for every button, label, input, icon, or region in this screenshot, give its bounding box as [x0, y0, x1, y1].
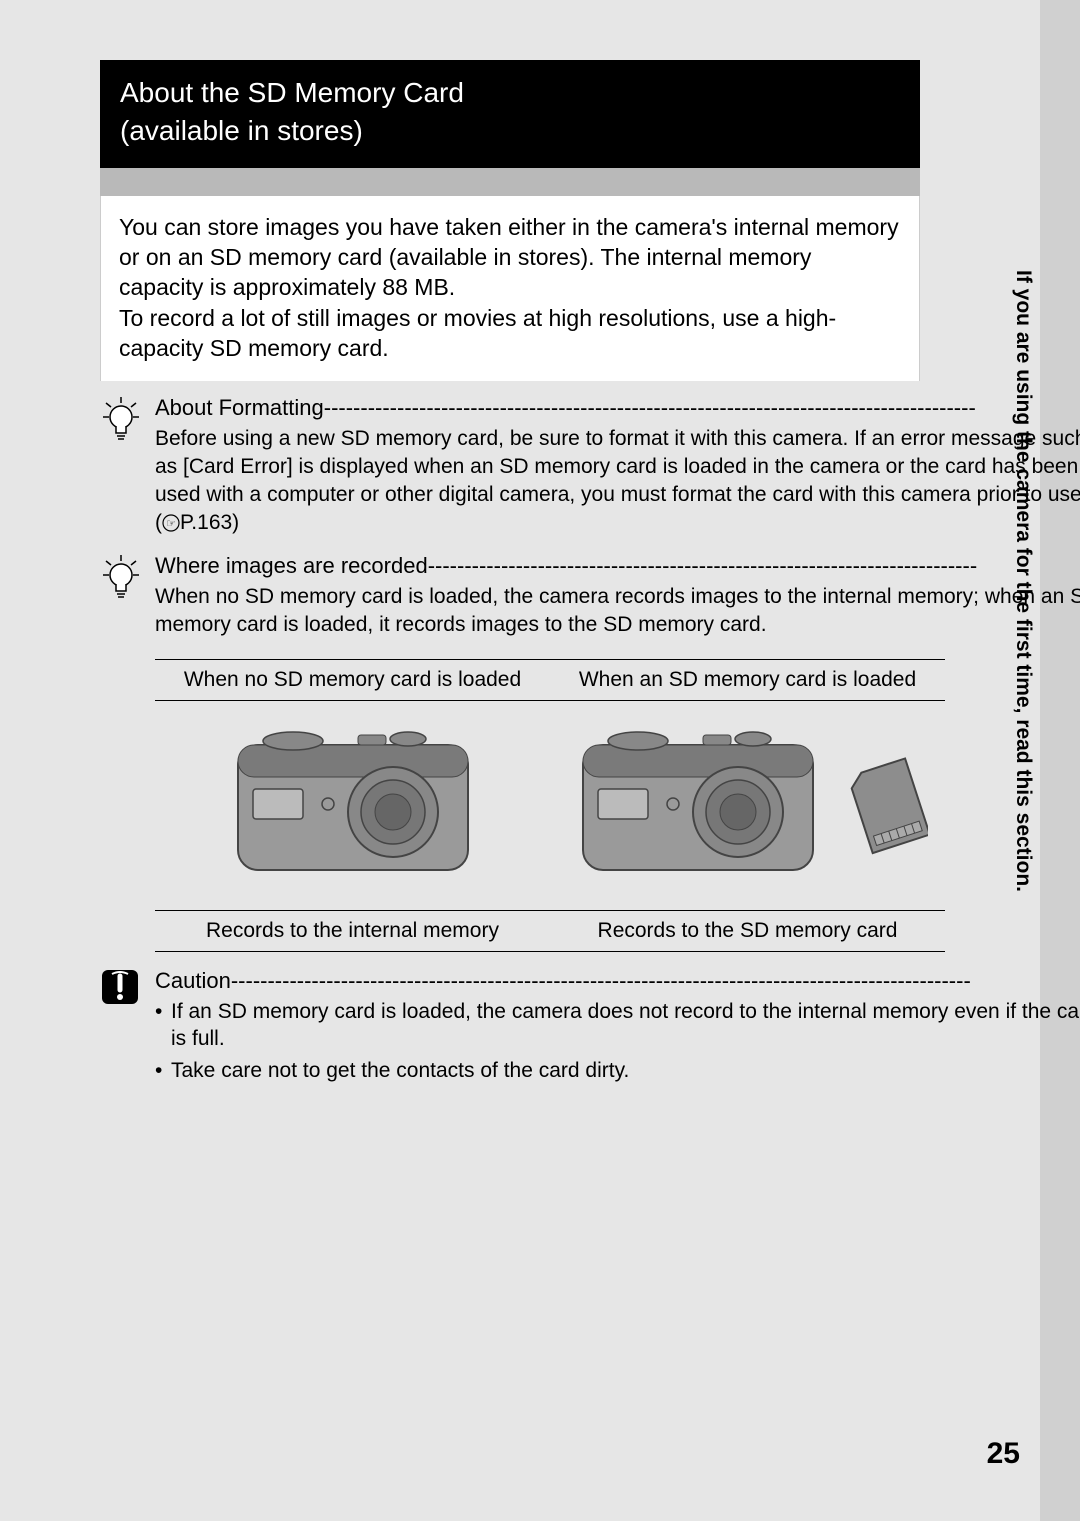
lightbulb-icon: [100, 395, 142, 448]
caution-item: Take care not to get the contacts of the…: [155, 1057, 1080, 1085]
title-line-1: About the SD Memory Card: [120, 74, 900, 112]
note-where-recorded: Where images are recorded---------------…: [100, 553, 1080, 951]
table-col2-footer: Records to the SD memory card: [550, 910, 945, 951]
note-about-formatting: About Formatting------------------------…: [100, 395, 1080, 539]
caution-dashes: ----------------------------------------…: [231, 968, 971, 993]
camera-illustration: [223, 717, 483, 893]
svg-text:☞: ☞: [166, 518, 176, 530]
intro-text: You can store images you have taken eith…: [100, 196, 920, 382]
table-col1-footer: Records to the internal memory: [155, 910, 550, 951]
note2-dashes: ----------------------------------------…: [428, 553, 977, 578]
section-title: About the SD Memory Card (available in s…: [100, 60, 920, 168]
note1-heading: About Formatting: [155, 395, 324, 420]
note1-body-text: Before using a new SD memory card, be su…: [155, 427, 1080, 533]
table-col2-header: When an SD memory card is loaded: [550, 659, 945, 700]
note2-body: When no SD memory card is loaded, the ca…: [155, 583, 1080, 638]
note1-body: Before using a new SD memory card, be su…: [155, 425, 1080, 539]
note1-ref-text: P.163): [180, 511, 239, 534]
caution-list: If an SD memory card is loaded, the came…: [155, 998, 1080, 1085]
table-col2-image: [550, 700, 945, 910]
note2-heading: Where images are recorded: [155, 553, 428, 578]
title-gray-strip: [100, 168, 920, 196]
table-col1-image: [155, 700, 550, 910]
page-number: 25: [987, 1437, 1020, 1471]
table-col1-header: When no SD memory card is loaded: [155, 659, 550, 700]
lightbulb-icon: [100, 553, 142, 606]
caution-heading: Caution: [155, 968, 231, 993]
caution-block: Caution---------------------------------…: [100, 968, 1080, 1085]
side-vertical-text: If you are using the camera for the firs…: [1011, 270, 1035, 1090]
caution-item: If an SD memory card is loaded, the came…: [155, 998, 1080, 1053]
page-content: About the SD Memory Card (available in s…: [0, 0, 970, 1085]
note1-dashes: ----------------------------------------…: [324, 395, 976, 420]
comparison-table: When no SD memory card is loaded When an…: [155, 659, 945, 952]
page-ref-icon: ☞: [162, 512, 180, 540]
camera-with-sd-illustration: [568, 717, 928, 893]
caution-icon: [100, 968, 140, 1011]
title-line-2: (available in stores): [120, 112, 900, 150]
